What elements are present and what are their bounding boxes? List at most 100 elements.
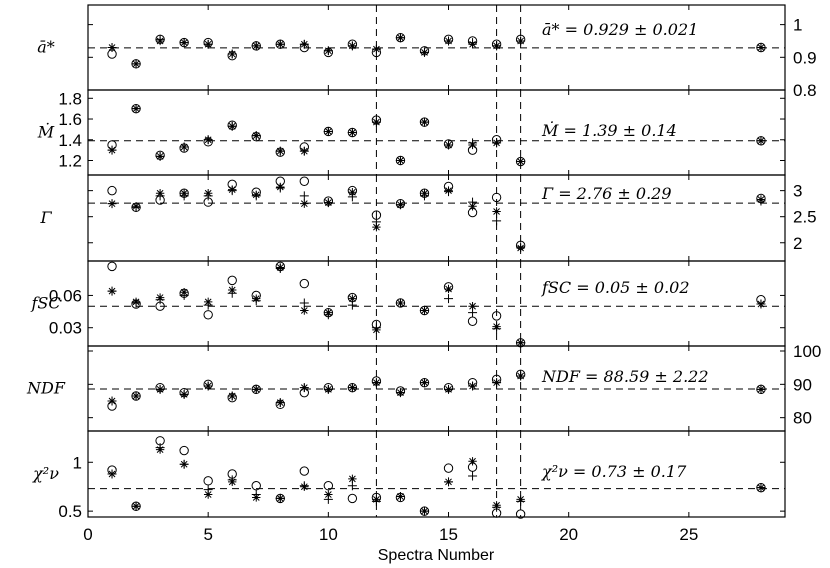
plus-marker <box>107 43 117 52</box>
plus-shape <box>299 146 309 156</box>
circle-shape <box>323 481 334 491</box>
star-shape <box>300 306 309 315</box>
plus-shape <box>419 117 429 127</box>
plus-shape <box>155 191 165 201</box>
plus-marker <box>756 384 766 394</box>
circle-shape <box>467 316 478 326</box>
plus-shape <box>203 135 213 145</box>
plus-shape <box>444 294 454 304</box>
circle-marker <box>203 476 213 486</box>
plus-shape <box>227 121 237 131</box>
star-marker <box>300 306 309 315</box>
plus-shape <box>203 485 213 495</box>
panel-frame <box>87 430 786 518</box>
plus-shape <box>155 295 165 305</box>
plus-shape <box>419 305 429 315</box>
plus-shape <box>516 36 526 46</box>
plus-marker <box>155 443 165 453</box>
plus-shape <box>203 39 213 49</box>
plus-shape <box>131 501 141 511</box>
plus-shape <box>492 216 502 226</box>
y-tick-label: 0.03 <box>49 319 82 338</box>
plus-marker <box>371 378 381 388</box>
y-axis-label: χ²ν <box>32 464 59 483</box>
plus-marker <box>107 286 117 296</box>
star-marker <box>492 207 501 216</box>
panel-frame <box>87 89 786 176</box>
circle-shape <box>107 185 117 196</box>
plus-shape <box>347 300 357 310</box>
circle-shape <box>203 476 213 486</box>
plus-shape <box>179 191 189 201</box>
plus-shape <box>444 140 454 150</box>
plus-shape <box>395 298 405 308</box>
plus-shape <box>468 381 478 391</box>
plus-marker <box>251 131 261 141</box>
circle-marker <box>179 445 189 456</box>
plus-marker <box>371 44 381 54</box>
panel-ndf: 80 90 100 NDF NDF = 88.59 ± 2.22 <box>26 342 821 432</box>
plus-marker <box>347 41 357 51</box>
plus-shape <box>347 41 357 51</box>
plus-shape <box>419 47 429 57</box>
y-tick-label: 0.5 <box>58 502 82 521</box>
plus-shape <box>323 494 333 504</box>
plus-shape <box>347 383 357 393</box>
x-axis: 0 5 10 15 20 25 <box>83 525 698 544</box>
plus-marker <box>516 242 526 252</box>
plus-marker <box>492 216 502 226</box>
panel-mdot: 1.21.4 1.6 1.8Ṁ Ṁ = 1.39 ± 0.14 <box>37 89 786 176</box>
y-tick-label: 1.4 <box>58 131 82 150</box>
plus-marker <box>251 490 261 500</box>
panel-annotation: Γ = 2.76 ± 0.29 <box>541 184 672 203</box>
plus-marker <box>756 43 766 52</box>
plus-marker <box>179 389 189 399</box>
plus-marker <box>131 391 141 401</box>
y-tick-label: 1 <box>793 16 802 35</box>
plus-marker <box>131 202 141 212</box>
plus-marker <box>444 140 454 150</box>
plus-marker <box>203 191 213 201</box>
plus-shape <box>756 196 766 206</box>
panel-annotation: fSC = 0.05 ± 0.02 <box>541 278 690 297</box>
circle-marker <box>107 261 117 272</box>
x-tick-label: 20 <box>559 525 578 544</box>
plus-shape <box>131 298 141 308</box>
x-axis-label: Spectra Number <box>378 547 495 564</box>
plus-shape <box>323 198 333 208</box>
plus-marker <box>131 298 141 308</box>
plus-shape <box>468 38 478 48</box>
plus-shape <box>251 191 261 201</box>
plus-shape <box>227 391 237 401</box>
plus-marker <box>756 299 766 309</box>
y-tick-label: 100 <box>793 342 821 361</box>
plus-shape <box>371 323 381 333</box>
plus-marker <box>179 38 189 48</box>
plus-shape <box>444 36 454 46</box>
star-shape <box>468 301 477 311</box>
plus-marker <box>419 506 429 516</box>
plus-shape <box>347 192 357 202</box>
y-axis-label: NDF <box>26 379 66 398</box>
plus-shape <box>395 155 405 165</box>
plus-shape <box>468 471 478 481</box>
y-tick-label: 1.6 <box>58 110 82 129</box>
plus-marker <box>131 59 141 69</box>
plus-marker <box>347 192 357 202</box>
plus-marker <box>107 145 117 155</box>
y-tick-label: 3 <box>793 182 802 201</box>
circle-marker <box>467 316 478 326</box>
x-tick-label: 10 <box>319 525 338 544</box>
plus-shape <box>131 391 141 401</box>
plus-marker <box>492 378 502 388</box>
circle-marker <box>299 278 310 289</box>
series-plus <box>107 264 766 348</box>
plus-marker <box>251 384 261 394</box>
star-shape <box>492 207 501 216</box>
plus-shape <box>107 469 117 479</box>
plus-marker <box>275 183 285 193</box>
plus-shape <box>227 288 237 298</box>
plus-marker <box>444 187 454 197</box>
circle-marker <box>299 176 310 186</box>
plus-shape <box>107 286 117 296</box>
